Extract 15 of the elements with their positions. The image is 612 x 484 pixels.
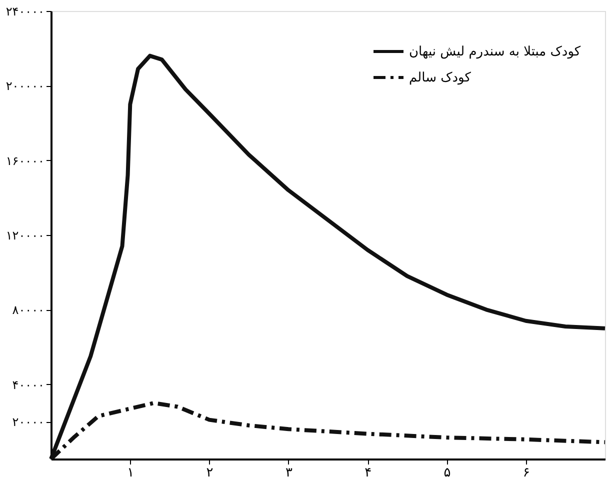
y-tick-label: ۱۶۰۰۰۰	[6, 154, 44, 168]
x-tick-label: ۵	[444, 466, 451, 480]
x-tick-label: ۶	[522, 466, 530, 480]
y-tick-label: ۴۰۰۰۰	[12, 378, 44, 392]
legend-label: کودک سالم	[409, 70, 472, 86]
legend-label: کودک مبتلا به سندرم لیش نیهان	[409, 44, 582, 60]
y-tick-label: ۲۰۰۰۰	[12, 415, 44, 430]
x-tick-label: ۴	[364, 466, 372, 480]
y-tick-label: ۲۴۰۰۰۰	[6, 4, 44, 18]
y-tick-label: ۸۰۰۰۰	[12, 303, 44, 318]
x-tick-label: ۳	[285, 466, 292, 480]
y-tick-label: ۱۲۰۰۰۰	[6, 228, 44, 242]
x-tick-label: ۱	[127, 466, 134, 480]
x-tick-label: ۲	[206, 466, 214, 480]
y-tick-label: ۲۰۰۰۰۰	[6, 79, 44, 94]
